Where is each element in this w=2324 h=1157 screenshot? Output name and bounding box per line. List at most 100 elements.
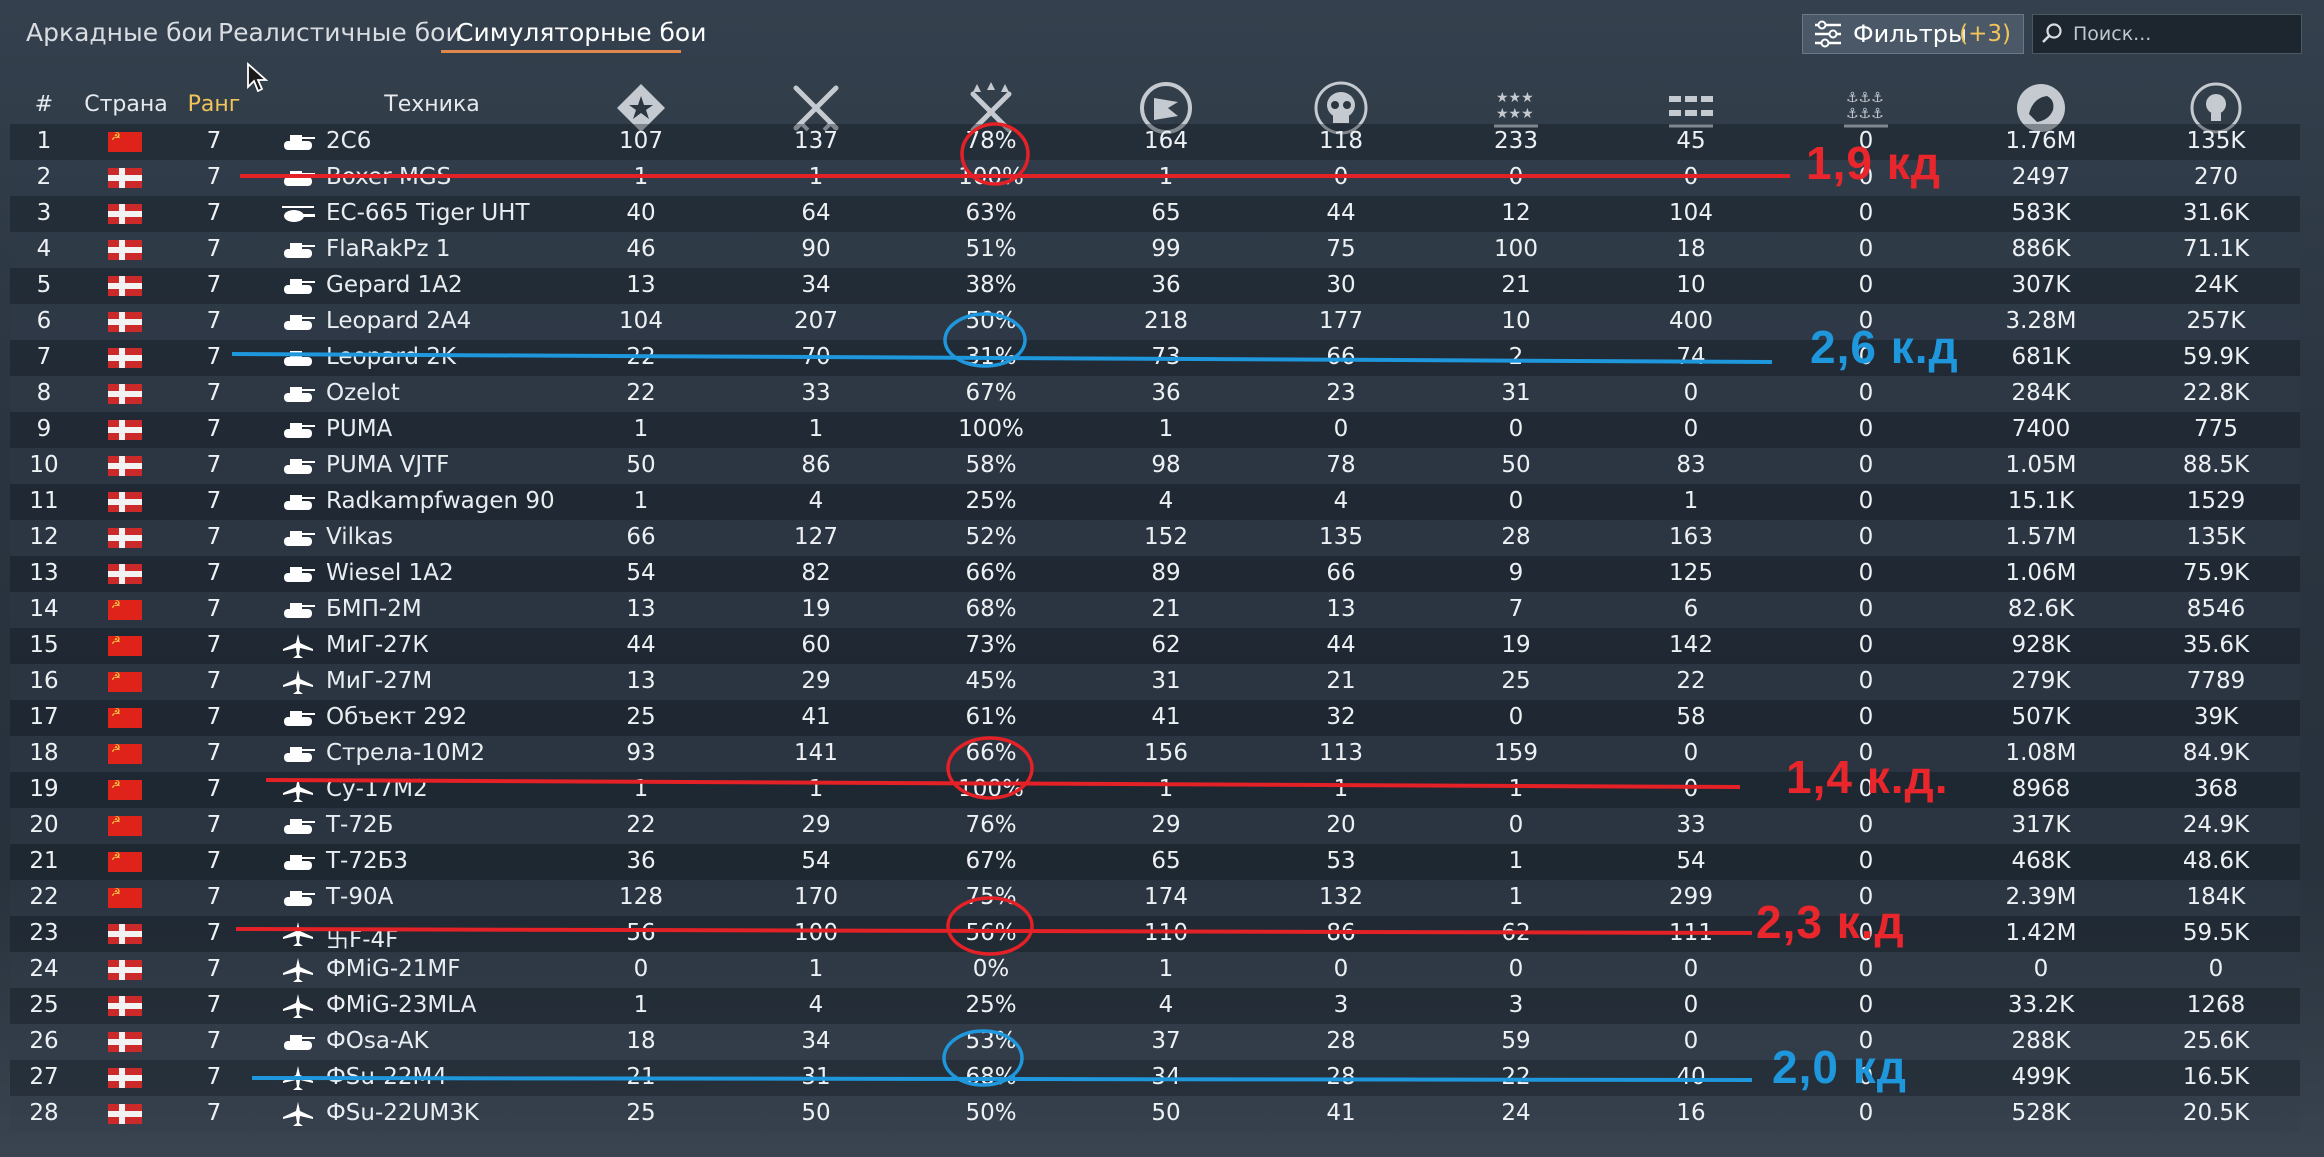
stat-value: 35.6K xyxy=(2182,632,2250,658)
vehicle-name[interactable]: Radkampfwagen 90 xyxy=(326,488,555,514)
table-row[interactable]: 12 7 Vilkas 66 127 52% 152 135 28 163 0 1.57M 135K xyxy=(10,520,2300,556)
table-row[interactable]: 27 7 ФSu-22M4 21 31 68% 34 28 22 40 0 499K 16.5K xyxy=(10,1060,2300,1096)
deaths-icon[interactable] xyxy=(1313,80,1369,136)
stat-value: 104 xyxy=(1669,200,1713,226)
stat-value: 73 xyxy=(1151,344,1181,370)
table-row[interactable]: 2 7 Boxer MGS 1 1 100% 1 0 0 0 0 2497 270 xyxy=(10,160,2300,196)
table-row[interactable]: 26 7 ФOsa-AK 18 34 53% 37 28 59 0 0 288K 25.6K xyxy=(10,1024,2300,1060)
vehicle-name[interactable]: Объект 292 xyxy=(326,704,468,730)
vehicle-name[interactable]: ФMiG-21MF xyxy=(326,956,461,982)
column-header-vehicle[interactable]: Техника xyxy=(384,92,480,117)
tank-icon xyxy=(280,1029,316,1055)
battles-icon[interactable] xyxy=(788,80,844,136)
stat-value: 159 xyxy=(1494,740,1538,766)
naval-kills-icon[interactable]: ⚓⚓⚓⚓⚓⚓ xyxy=(1838,80,1894,136)
search-box[interactable] xyxy=(2032,14,2302,54)
rank-value: 7 xyxy=(206,236,222,262)
table-row[interactable]: 20 7 Т-72Б 22 29 76% 29 20 0 33 0 317K 24.9K xyxy=(10,808,2300,844)
lions-icon[interactable] xyxy=(2013,80,2069,136)
vehicle-name[interactable]: 卐F-4F xyxy=(326,927,399,953)
table-row[interactable]: 14 7 БМП-2М 13 19 68% 21 13 7 6 0 82.6K 8546 xyxy=(10,592,2300,628)
tab-realistic[interactable]: Реалистичные бои xyxy=(218,18,462,47)
stat-value: 0 xyxy=(1683,164,1699,190)
table-row[interactable]: 4 7 FlaRakPz 1 46 90 51% 99 75 100 18 0 886K 71.1K xyxy=(10,232,2300,268)
table-row[interactable]: 10 7 PUMA VJTF 50 86 58% 98 78 50 83 0 1.05M 88.5K xyxy=(10,448,2300,484)
vehicle-name[interactable]: МиГ-27К xyxy=(326,632,429,658)
stat-value: 0 xyxy=(2033,956,2049,982)
row-number: 14 xyxy=(29,596,59,622)
vehicle-name[interactable]: Ozelot xyxy=(326,380,400,406)
vehicle-name[interactable]: Leopard 2K xyxy=(326,344,457,370)
missions-icon[interactable] xyxy=(1138,80,1194,136)
filters-button[interactable]: Фильтры (+3) xyxy=(1802,14,2024,54)
vehicle-name[interactable]: ФMiG-23MLA xyxy=(326,992,477,1018)
stat-value: 54 xyxy=(801,848,831,874)
stat-value: 1 xyxy=(633,416,649,442)
table-row[interactable]: 24 7 ФMiG-21MF 0 1 0% 1 0 0 0 0 0 0 xyxy=(10,952,2300,988)
vehicle-name[interactable]: FlaRakPz 1 xyxy=(326,236,451,262)
vehicle-name[interactable]: Leopard 2A4 xyxy=(326,308,472,334)
vehicle-name[interactable]: БМП-2М xyxy=(326,596,422,622)
air-kills-icon[interactable]: ★★★★★★ xyxy=(1488,80,1544,136)
stat-value: 0 xyxy=(1858,236,1874,262)
stat-value: 0 xyxy=(1683,740,1699,766)
table-row[interactable]: 17 7 Объект 292 25 41 61% 41 32 0 58 0 507K 39K xyxy=(10,700,2300,736)
stat-value: 9 xyxy=(1508,560,1524,586)
respawns-icon[interactable] xyxy=(613,80,669,136)
rank-value: 7 xyxy=(206,992,222,1018)
vehicle-name[interactable]: PUMA xyxy=(326,416,393,442)
table-row[interactable]: 8 7 Ozelot 22 33 67% 36 23 31 0 0 284K 22.8K xyxy=(10,376,2300,412)
vehicle-name[interactable]: Т-72Б xyxy=(326,812,394,838)
rank-value: 7 xyxy=(206,524,222,550)
vehicle-name[interactable]: МиГ-27М xyxy=(326,668,433,694)
vehicle-name[interactable]: ФSu-22UM3K xyxy=(326,1100,479,1126)
table-row[interactable]: 16 7 МиГ-27М 13 29 45% 31 21 25 22 0 279K 7789 xyxy=(10,664,2300,700)
table-row[interactable]: 3 7 EC-665 Tiger UHT 40 64 63% 65 44 12 104 0 583K 3… xyxy=(10,196,2300,232)
table-row[interactable]: 23 7 卐F-4F 56 100 56% 110 86 62 111 0 1.42M 59.5K xyxy=(10,916,2300,953)
stat-value: 0 xyxy=(1858,812,1874,838)
vehicle-name[interactable]: Су-17М2 xyxy=(326,776,428,802)
stat-value: 44 xyxy=(1326,200,1356,226)
table-row[interactable]: 28 7 ФSu-22UM3K 25 50 50% 50 41 24 16 0 528K 20.5K xyxy=(10,1096,2300,1132)
table-row[interactable]: 5 7 Gepard 1A2 13 34 38% 36 30 21 10 0 307K 24K xyxy=(10,268,2300,304)
table-row[interactable]: 9 7 PUMA 1 1 100% 1 0 0 0 0 7400 775 xyxy=(10,412,2300,448)
vehicle-name[interactable]: Т-72Б3 xyxy=(326,848,409,874)
table-row[interactable]: 13 7 Wiesel 1A2 54 82 66% 89 66 9 125 0 1.06M 75.9K xyxy=(10,556,2300,592)
svg-text:★★★: ★★★ xyxy=(1496,90,1534,106)
stat-value: 156 xyxy=(1144,740,1188,766)
table-row[interactable]: 22 7 Т-90А 128 170 75% 174 132 1 299 0 2.39M 184K xyxy=(10,880,2300,916)
vehicle-name[interactable]: Boxer MGS xyxy=(326,164,452,190)
column-header-number[interactable]: # xyxy=(34,92,54,117)
table-row[interactable]: 11 7 Radkampfwagen 90 1 4 25% 4 4 0 1 0 15.1K 1529 xyxy=(10,484,2300,520)
stat-value: 0 xyxy=(1858,416,1874,442)
stat-value: 0 xyxy=(1858,308,1874,334)
table-row[interactable]: 19 7 Су-17М2 1 1 100% 1 1 1 0 0 8968 368 xyxy=(10,772,2300,808)
vehicle-name[interactable]: Т-90А xyxy=(326,884,394,910)
table-row[interactable]: 6 7 Leopard 2A4 104 207 50% 218 177 10 400 0 3.28M 2… xyxy=(10,304,2300,340)
table-row[interactable]: 15 7 МиГ-27К 44 60 73% 62 44 19 142 0 928K 35.6K xyxy=(10,628,2300,664)
column-header-rank[interactable]: Ранг xyxy=(187,92,241,117)
vehicle-name[interactable]: PUMA VJTF xyxy=(326,452,450,478)
tab-arcade[interactable]: Аркадные бои xyxy=(26,18,214,47)
research-points-icon[interactable] xyxy=(2188,80,2244,136)
table-row[interactable]: 18 7 Стрела-10М2 93 141 66% 156 113 159 0 0 1.08M 84… xyxy=(10,736,2300,772)
stat-value: 1 xyxy=(633,776,649,802)
vehicle-name[interactable]: Wiesel 1A2 xyxy=(326,560,454,586)
ground-kills-icon[interactable] xyxy=(1663,80,1719,136)
vehicle-name[interactable]: Vilkas xyxy=(326,524,394,550)
search-input[interactable] xyxy=(2071,22,2295,46)
vehicle-name[interactable]: EC-665 Tiger UHT xyxy=(326,200,530,226)
column-header-country[interactable]: Страна xyxy=(84,92,168,117)
vehicle-name[interactable]: 2С6 xyxy=(326,128,372,154)
vehicle-name[interactable]: Стрела-10М2 xyxy=(326,740,486,766)
table-row[interactable]: 25 7 ФMiG-23MLA 1 4 25% 4 3 3 0 0 33.2K 1268 xyxy=(10,988,2300,1024)
ussr-flag-icon xyxy=(108,742,142,764)
vehicle-name[interactable]: ФOsa-AK xyxy=(326,1028,429,1054)
table-row[interactable]: 1 7 2С6 107 137 78% 164 118 233 45 0 1.76M 135K xyxy=(10,124,2300,160)
table-row[interactable]: 21 7 Т-72Б3 36 54 67% 65 53 1 54 0 468K 48.6K xyxy=(10,844,2300,880)
stat-value: 22 xyxy=(626,380,656,406)
vehicle-name[interactable]: Gepard 1A2 xyxy=(326,272,463,298)
tab-simulator[interactable]: Симуляторные бои xyxy=(456,18,707,47)
germany-flag-icon xyxy=(108,312,142,332)
vehicle-name[interactable]: ФSu-22M4 xyxy=(326,1064,448,1090)
